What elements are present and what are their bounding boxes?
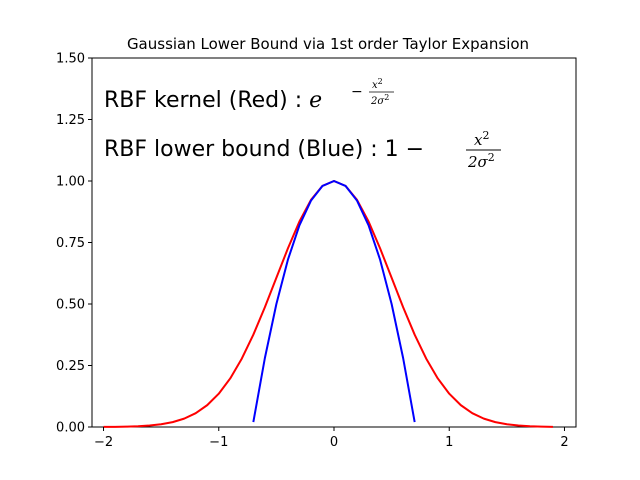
annotation-numerator: x2: [474, 129, 489, 149]
series-rbf-lower-bound-line: [252, 180, 416, 423]
y-tick-label: 0.50: [56, 298, 85, 313]
annotation-exp-numerator: x2: [372, 77, 383, 91]
y-tick-label: 1.50: [56, 52, 85, 67]
y-tick-label: 1.25: [56, 113, 85, 128]
annotation-rbf-kernel-label: RBF kernel (Red) :: [104, 88, 309, 113]
annotation-rbf-lower-bound: RBF lower bound (Blue) : 1 − x2 2σ2: [104, 129, 501, 171]
y-tick-label: 1.00: [56, 175, 85, 190]
y-tick-label: 0.75: [56, 236, 85, 251]
annotation-exp-minus: −: [351, 84, 363, 100]
y-tick-label: 0.00: [56, 421, 85, 436]
x-tick-label: 2: [560, 435, 568, 450]
x-axis: −2 −1 0 1 2: [94, 427, 569, 450]
annotation-exp-denominator: 2σ2: [370, 93, 389, 107]
x-tick-label: −2: [94, 435, 113, 450]
y-tick-label: 0.25: [56, 359, 85, 374]
x-tick-label: 1: [445, 435, 453, 450]
annotation-denominator: 2σ2: [467, 151, 495, 171]
annotation-rbf-lower-bound-label: RBF lower bound (Blue) : 1 −: [104, 137, 424, 162]
annotation-rbf-kernel-base: e: [309, 88, 322, 113]
x-tick-label: 0: [330, 435, 338, 450]
series-layer: [103, 180, 553, 428]
svg-text:RBF kernel (Red) : e: RBF kernel (Red) : e: [104, 88, 322, 113]
x-tick-label: −1: [209, 435, 228, 450]
annotation-rbf-kernel: RBF kernel (Red) : e − x2 2σ2: [104, 77, 394, 113]
y-axis: 0.00 0.25 0.50 0.75 1.00 1.25 1.50: [56, 52, 92, 436]
chart-title: Gaussian Lower Bound via 1st order Taylo…: [127, 35, 529, 53]
